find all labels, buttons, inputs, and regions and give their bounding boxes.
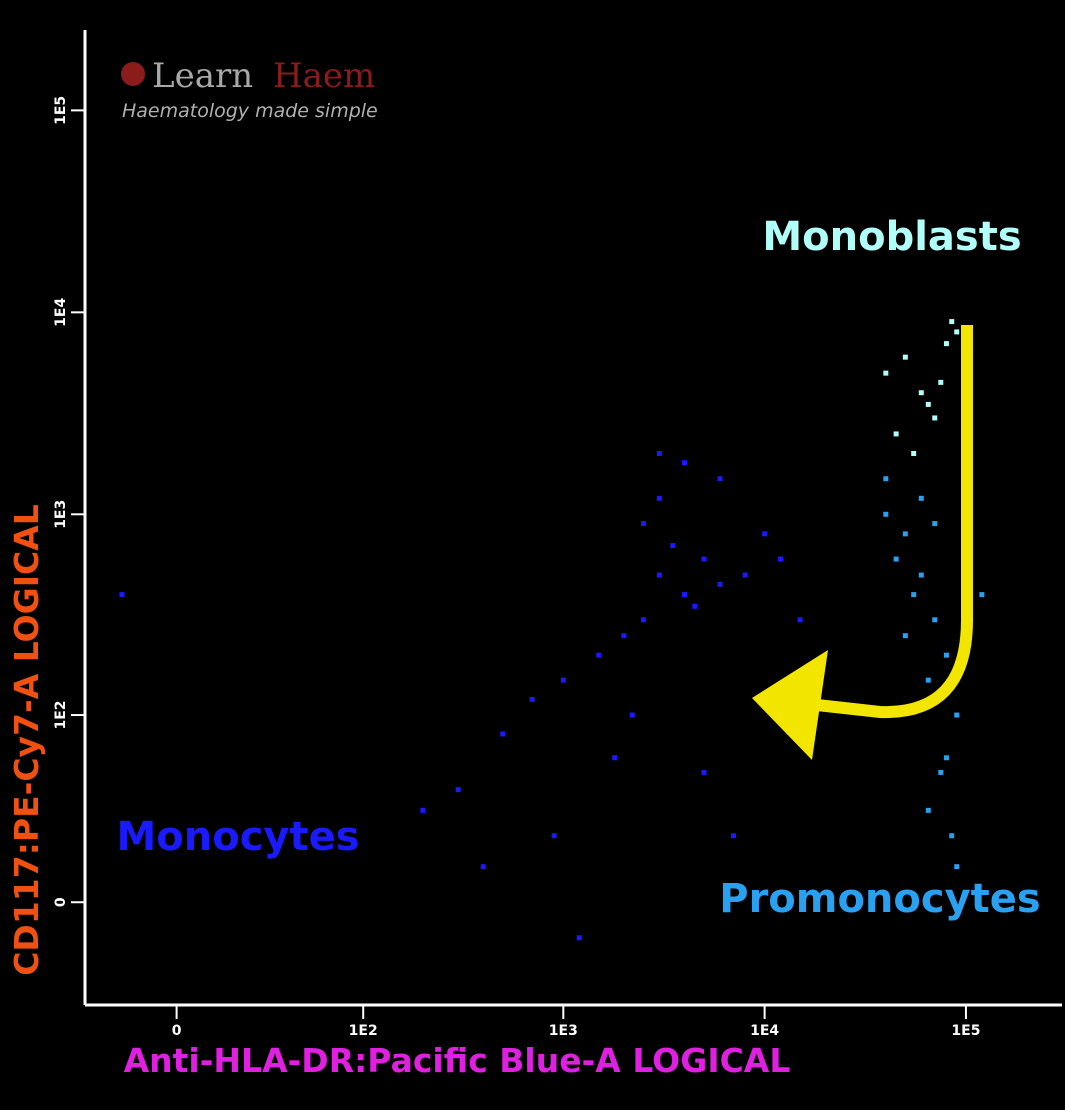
point: [717, 581, 723, 587]
x-tick-label: 1E4: [750, 1023, 779, 1039]
logo-tagline: Haematology made simple: [122, 100, 378, 122]
x-axis-label: Anti-HLA-DR:Pacific Blue-A LOGICAL: [124, 1041, 791, 1080]
point: [918, 390, 924, 396]
point: [911, 592, 917, 598]
logo-word: Learn: [152, 56, 253, 96]
point: [925, 807, 931, 813]
point: [455, 787, 461, 793]
point: [742, 572, 748, 578]
point: [762, 531, 768, 537]
point: [656, 451, 662, 457]
point: [954, 712, 960, 718]
point: [119, 592, 125, 598]
point: [797, 617, 803, 623]
point: [954, 864, 960, 870]
logo-icon: [121, 62, 145, 86]
point: [902, 633, 908, 639]
point: [938, 769, 944, 775]
point: [551, 833, 557, 839]
logo-word: Haem: [273, 56, 375, 96]
point: [938, 379, 944, 385]
point: [883, 370, 889, 376]
point: [932, 415, 938, 421]
point: [717, 476, 723, 482]
point: [918, 572, 924, 578]
point: [640, 617, 646, 623]
point: [612, 755, 618, 761]
arrow: [789, 325, 973, 719]
point: [943, 341, 949, 347]
points: [119, 319, 985, 941]
point: [621, 633, 627, 639]
point: [883, 476, 889, 482]
x-tick-label: 1E2: [349, 1023, 378, 1039]
y-tick-label: 1E5: [53, 96, 69, 125]
point: [576, 935, 582, 941]
x-tick-label: 1E3: [549, 1023, 578, 1039]
point: [670, 543, 676, 549]
point: [529, 696, 535, 702]
arrow-head: [752, 650, 828, 760]
point: [954, 329, 960, 335]
point: [943, 755, 949, 761]
point: [560, 677, 566, 683]
x-tick-label: 1E5: [951, 1023, 980, 1039]
point: [701, 556, 707, 562]
point: [949, 833, 955, 839]
point: [925, 677, 931, 683]
point: [893, 431, 899, 437]
point: [949, 319, 955, 325]
point: [596, 652, 602, 658]
point: [943, 652, 949, 658]
point: [893, 556, 899, 562]
point: [656, 495, 662, 501]
point: [480, 864, 486, 870]
point: [682, 592, 688, 598]
point: [902, 531, 908, 537]
point: [640, 521, 646, 527]
point: [730, 833, 736, 839]
point: [883, 511, 889, 517]
point: [932, 521, 938, 527]
series-label: Monocytes: [116, 814, 359, 860]
y-tick-label: 1E3: [53, 500, 69, 529]
point: [682, 460, 688, 466]
point: [656, 572, 662, 578]
point: [692, 603, 698, 609]
x-tick-label: 0: [172, 1023, 182, 1039]
point: [911, 451, 917, 457]
point: [979, 592, 985, 598]
point: [778, 556, 784, 562]
point: [500, 731, 506, 737]
point: [420, 807, 426, 813]
point: [902, 354, 908, 360]
y-tick-label: 0: [53, 897, 69, 907]
y-axis-label: CD117:PE-Cy7-A LOGICAL: [7, 504, 46, 976]
y-tick-label: 1E2: [53, 701, 69, 730]
series-label: Monoblasts: [762, 214, 1021, 260]
point: [701, 769, 707, 775]
point: [925, 401, 931, 407]
point: [932, 617, 938, 623]
y-tick-label: 1E4: [53, 298, 69, 327]
point: [629, 712, 635, 718]
series-label: Promonocytes: [719, 876, 1040, 922]
point: [918, 495, 924, 501]
